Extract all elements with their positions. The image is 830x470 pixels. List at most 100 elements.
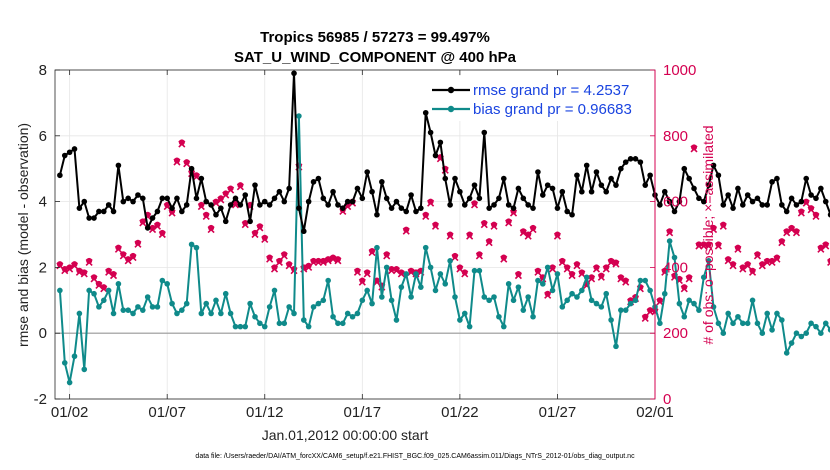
obs-assimilated-x — [573, 262, 581, 270]
obs-assimilated-x — [207, 225, 215, 234]
obs-assimilated-x — [334, 257, 342, 265]
bias-point — [203, 300, 210, 307]
bias-point — [379, 294, 385, 300]
rmse-point — [613, 182, 619, 188]
bias-point — [700, 274, 707, 281]
obs-assimilated-point — [197, 202, 205, 211]
obs-assimilated-x — [66, 265, 74, 273]
bias-point — [340, 320, 346, 327]
obs-assimilated-x — [61, 267, 69, 275]
y-right-tick-label: 0 — [663, 391, 671, 408]
rmse-point — [418, 205, 424, 211]
bias-point — [325, 277, 331, 284]
rmse-point — [744, 192, 751, 198]
rmse-point — [491, 202, 497, 208]
obs-assimilated-x — [251, 230, 259, 239]
bias-point — [281, 320, 288, 327]
rmse-point — [598, 182, 605, 188]
rmse-point — [740, 202, 746, 208]
obs-assimilated-point — [168, 209, 176, 217]
obs-possible-point — [705, 241, 712, 248]
legend-rmse-label: rmse grand pr = 4.2537 — [473, 82, 629, 99]
rmse-point — [442, 175, 449, 182]
obs-assimilated-x — [129, 253, 137, 262]
rmse-point — [735, 185, 741, 192]
obs-possible-point — [739, 264, 746, 271]
obs-possible-point — [266, 254, 273, 261]
rmse-point — [803, 175, 810, 182]
obs-assimilated-point — [90, 275, 98, 283]
rmse-point — [57, 172, 63, 179]
obs-assimilated-point — [212, 199, 220, 207]
y-tick-label: 0 — [39, 325, 47, 342]
legend-rmse-marker — [447, 86, 455, 94]
obs-assimilated-x — [158, 230, 166, 239]
obs-assimilated-x — [197, 202, 205, 211]
obs-assimilated-x — [85, 258, 93, 267]
bias-point — [505, 281, 512, 287]
rmse-point — [749, 198, 756, 205]
bias-point — [427, 264, 434, 271]
obs-possible-point — [256, 223, 263, 230]
obs-possible-point — [110, 270, 117, 277]
bias-point — [461, 310, 468, 317]
x-tick-label: 01/27 — [539, 404, 577, 421]
bias-point — [710, 304, 717, 310]
bias-point — [491, 294, 497, 300]
obs-assimilated-point — [383, 252, 391, 260]
rmse-point — [247, 218, 253, 225]
obs-assimilated-point — [446, 232, 454, 240]
obs-assimilated-x — [709, 225, 718, 234]
obs-possible-point — [139, 218, 146, 225]
rmse-point — [242, 192, 249, 198]
obs-assimilated-point — [470, 201, 479, 209]
obs-assimilated-point — [402, 227, 410, 235]
obs-possible-point — [554, 231, 561, 238]
obs-possible-point — [456, 264, 463, 271]
obs-assimilated-x — [178, 140, 186, 148]
obs-assimilated-x — [168, 209, 176, 217]
obs-possible-point — [481, 219, 488, 226]
obs-assimilated-point — [363, 270, 371, 278]
obs-possible-point — [154, 221, 161, 228]
obs-assimilated-x — [75, 268, 83, 276]
rmse-point — [530, 205, 536, 211]
bias-point — [569, 290, 575, 297]
obs-assimilated-point — [256, 224, 264, 232]
bias-point — [179, 307, 185, 313]
bias-point — [583, 274, 590, 281]
rmse-point — [681, 165, 688, 172]
bias-point — [496, 313, 502, 320]
bias-point — [559, 304, 566, 310]
bias-point — [749, 297, 756, 304]
rmse-series — [57, 70, 830, 235]
obs-assimilated-x — [500, 255, 508, 263]
rmse-point — [764, 202, 770, 208]
bias-point — [818, 330, 824, 337]
obs-possible-point — [61, 266, 68, 273]
obs-assimilated-point — [173, 158, 181, 166]
bias-point — [344, 310, 351, 317]
bias-point — [515, 284, 522, 290]
bias-point — [705, 258, 712, 264]
rmse-point — [149, 215, 156, 221]
obs-possible-point — [81, 269, 88, 276]
obs-assimilated-x — [431, 222, 440, 230]
rmse-point — [125, 195, 131, 202]
rmse-point — [461, 202, 468, 208]
bias-point — [632, 297, 639, 304]
bias-point — [164, 281, 170, 287]
obs-possible-point — [666, 228, 673, 235]
obs-assimilated-point — [124, 257, 132, 265]
rmse-point — [510, 205, 517, 211]
obs-assimilated-point — [714, 242, 722, 250]
rmse-point — [671, 208, 678, 215]
rmse-point — [344, 198, 351, 205]
rmse-point — [105, 202, 112, 208]
obs-assimilated-point — [114, 245, 122, 253]
obs-assimilated-point — [783, 229, 791, 237]
y-tick-label: 8 — [39, 62, 47, 79]
obs-assimilated-point — [158, 230, 166, 239]
bias-point — [374, 244, 380, 251]
obs-assimilated-point — [509, 209, 518, 217]
